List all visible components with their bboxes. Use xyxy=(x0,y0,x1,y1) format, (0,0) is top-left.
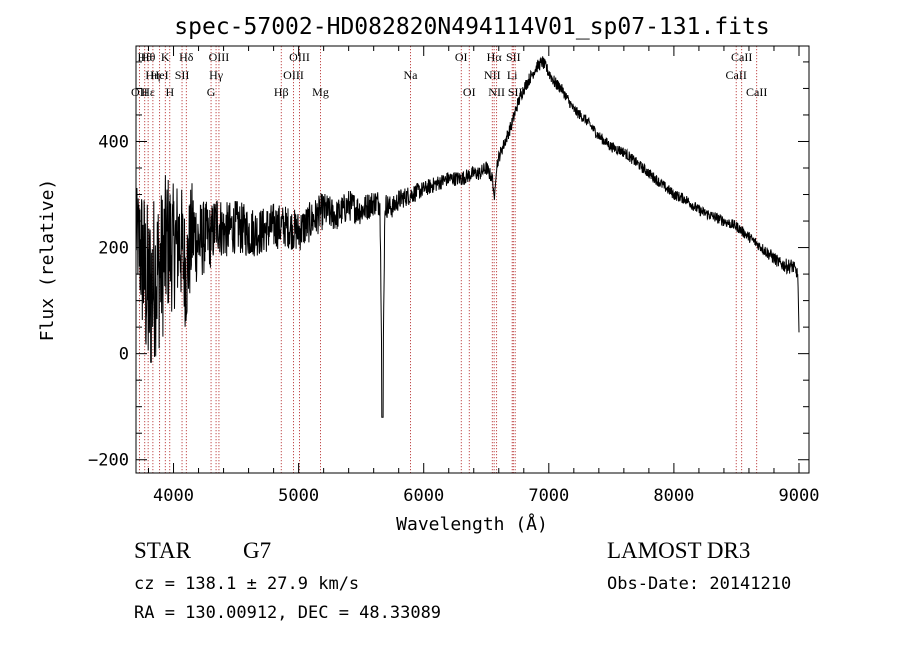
line-label: NII xyxy=(488,85,505,99)
line-label: Hθ xyxy=(138,50,153,64)
line-label: Hδ xyxy=(179,50,194,64)
x-tick-label: 6000 xyxy=(403,486,444,506)
line-label: OI xyxy=(463,85,476,99)
y-tick-label: −200 xyxy=(88,451,129,471)
line-label: OIII xyxy=(289,50,310,64)
line-label: CaII xyxy=(726,68,747,82)
x-axis-label: Wavelength (Å) xyxy=(396,513,548,535)
x-tick-label: 8000 xyxy=(653,486,694,506)
line-label: G xyxy=(207,85,216,99)
line-label: K xyxy=(161,50,170,64)
line-label: Hα xyxy=(487,50,503,64)
spectral-subclass: G7 xyxy=(243,538,272,563)
coordinates-readout: RA = 130.00912, DEC = 48.33089 xyxy=(134,603,442,623)
x-tick-label: 4000 xyxy=(153,486,194,506)
line-label: OIII xyxy=(283,68,304,82)
survey-name: LAMOST DR3 xyxy=(607,538,751,563)
plot-frame xyxy=(135,45,810,474)
line-label: SII xyxy=(506,50,521,64)
line-label: Na xyxy=(403,68,418,82)
line-label: OIII xyxy=(209,50,230,64)
y-tick-label: 0 xyxy=(119,345,129,365)
object-class: STAR xyxy=(134,538,191,563)
spectral-line-markers: OIIHθHθHεHηHeIKHHδSIIGHγOIIIHβOIIIOIIIMg… xyxy=(131,46,767,473)
line-label: NII xyxy=(484,68,501,82)
y-axis-label: Flux (relative) xyxy=(37,179,58,342)
obs-date: Obs-Date: 20141210 xyxy=(607,574,792,594)
flux-series xyxy=(135,56,800,418)
line-label: CaII xyxy=(746,85,767,99)
chart-title: spec-57002-HD082820N494114V01_sp07-131.f… xyxy=(174,14,769,40)
series-line-flux xyxy=(135,56,800,418)
redshift-readout: cz = 138.1 ± 27.9 km/s xyxy=(134,574,360,594)
x-tick-label: 5000 xyxy=(278,486,319,506)
line-label: CaII xyxy=(731,50,752,64)
x-tick-label: 7000 xyxy=(528,486,569,506)
y-tick-label: 400 xyxy=(98,132,129,152)
line-label: Li xyxy=(507,68,518,82)
line-label: HeI xyxy=(151,68,169,82)
line-label: Hθ xyxy=(141,50,156,64)
y-tick-label: 200 xyxy=(98,239,129,259)
line-label: SII xyxy=(175,68,190,82)
line-label: OI xyxy=(455,50,468,64)
line-label: OII xyxy=(131,85,148,99)
line-label: H xyxy=(165,85,174,99)
line-label: SII xyxy=(508,85,523,99)
line-label: Hγ xyxy=(209,68,224,82)
axis-ticks: 4000 5000 6000 7000 8000 9000 −200 0 200 400 xyxy=(88,46,819,506)
x-tick-label: 9000 xyxy=(779,486,820,506)
line-label: Hβ xyxy=(274,85,289,99)
line-label: Hε xyxy=(141,85,155,99)
line-label: Mg xyxy=(312,85,329,99)
line-label: Hη xyxy=(145,68,160,82)
